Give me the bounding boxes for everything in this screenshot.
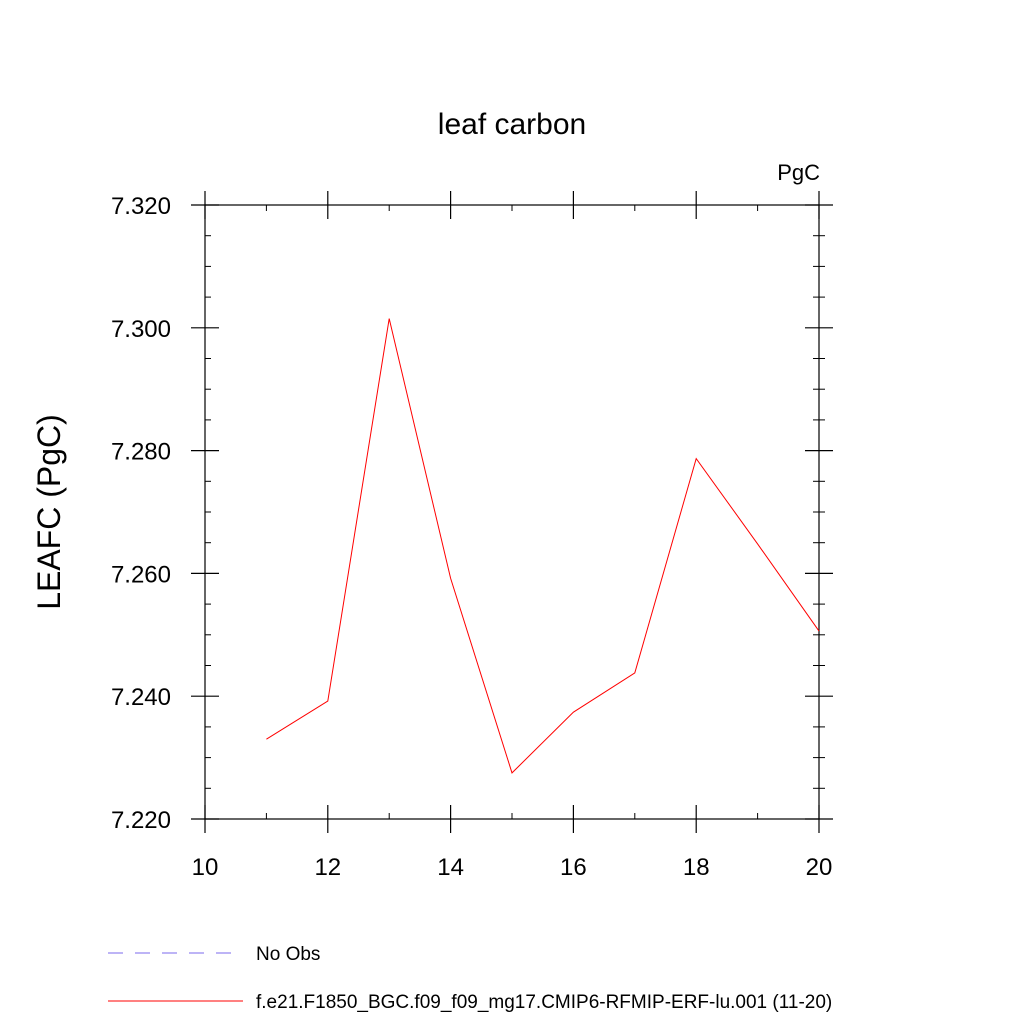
y-tick-labels: 7.220 7.240 7.260 7.280 7.300 7.320 <box>111 193 171 834</box>
y-axis-label: LEAFC (PgC) <box>31 414 67 610</box>
series-line <box>266 318 820 774</box>
y-tick-label: 7.260 <box>111 561 171 588</box>
y-tick-label: 7.240 <box>111 684 171 711</box>
x-tick-label: 16 <box>560 854 587 881</box>
x-tick-label: 18 <box>683 854 710 881</box>
y-tick-label: 7.320 <box>111 193 171 220</box>
x-tick-labels: 10 12 14 16 18 20 <box>192 854 833 881</box>
chart-title: leaf carbon <box>438 108 586 141</box>
units-label: PgC <box>777 160 820 185</box>
major-ticks <box>191 191 833 833</box>
legend-label: No Obs <box>256 944 320 965</box>
x-tick-label: 20 <box>806 854 833 881</box>
y-tick-label: 7.280 <box>111 439 171 466</box>
y-tick-label: 7.220 <box>111 807 171 834</box>
x-tick-label: 14 <box>437 854 464 881</box>
plot-frame <box>204 204 820 820</box>
legend: No Obs f.e21.F1850_BGC.f09_f09_mg17.CMIP6… <box>108 944 832 1013</box>
y-tick-label: 7.300 <box>111 316 171 343</box>
legend-label: f.e21.F1850_BGC.f09_f09_mg17.CMIP6-RFMIP… <box>256 992 832 1013</box>
x-tick-label: 12 <box>314 854 341 881</box>
minor-ticks <box>205 205 825 819</box>
x-tick-label: 10 <box>192 854 219 881</box>
series-lines <box>266 318 820 774</box>
